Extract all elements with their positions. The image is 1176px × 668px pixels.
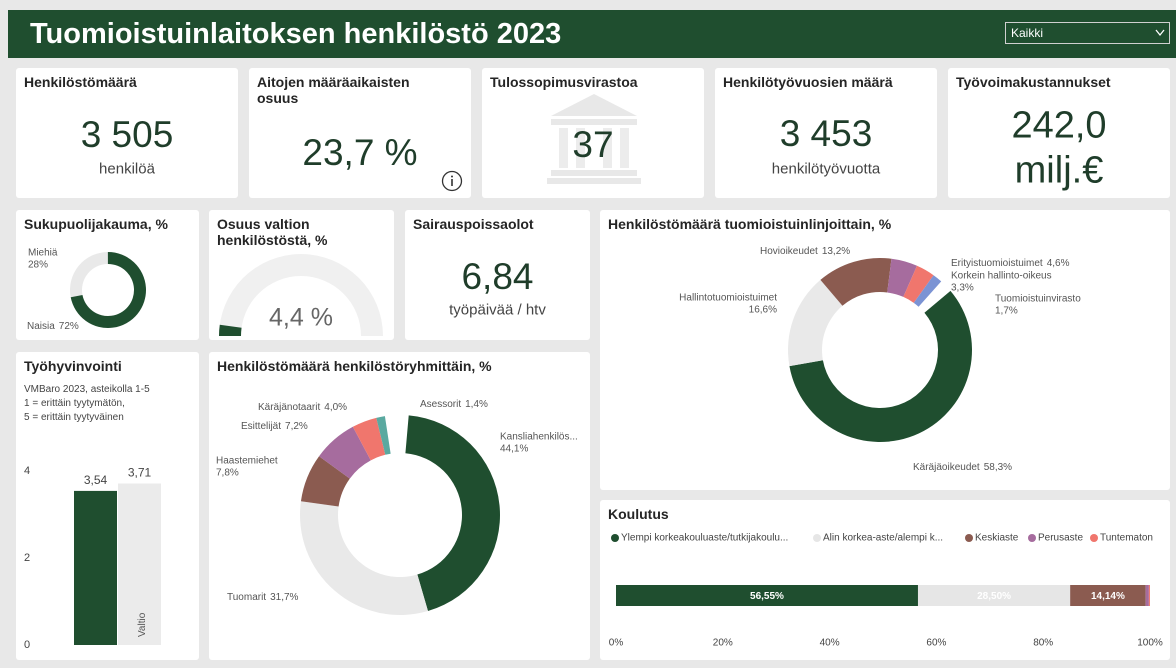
page-title: Tuomioistuinlaitoksen henkilöstö 2023 [30, 18, 562, 50]
card-title: Henkilöstömäärä [24, 74, 137, 90]
info-icon[interactable] [441, 170, 463, 192]
kpi-value: 6,84 [461, 256, 534, 297]
kpi-unit: työpäivää / htv [449, 301, 546, 319]
kpi-value: 3 453 [779, 113, 873, 154]
kpi-value: 242,0 [1011, 104, 1107, 147]
kpi-card: Henkilötyövuosien määrä 3 453 henkilötyö… [715, 68, 937, 198]
chart-card: Sukupuolijakauma, % [16, 210, 199, 340]
filter-dropdown[interactable]: Kaikki [1005, 22, 1170, 44]
kpi-card: Tulossopimusvirastoa 37 [482, 68, 704, 198]
card-title: Työhyvinvointi [24, 358, 122, 374]
kpi-card: Sairauspoissaolot 6,84 työpäivää / htv [405, 210, 590, 340]
kpi-unit: milj.€ [1014, 149, 1104, 192]
chart-card: Henkilöstömäärä tuomioistuinlinjoittain,… [600, 210, 1170, 490]
card-title: Henkilöstömäärä tuomioistuinlinjoittain,… [608, 216, 892, 232]
building-icon [547, 94, 641, 184]
card-title: Sukupuolijakauma, % [24, 216, 168, 232]
chart-card: Koulutus [600, 500, 1170, 660]
kpi-card: Aitojen määräaikaisten osuus 23,7 % [249, 68, 471, 198]
kpi-value: 23,7 % [302, 132, 418, 173]
card-title: Sairauspoissaolot [413, 216, 534, 232]
kpi-value: 3 505 [80, 114, 174, 155]
kpi-card: Henkilöstömäärä 3 505 henkilöä [16, 68, 238, 198]
card-title: Henkilötyövuosien määrä [723, 74, 893, 90]
chevron [1155, 29, 1165, 37]
filter-value: Kaikki [1011, 26, 1044, 40]
card-title: Henkilöstömäärä henkilöstöryhmittäin, % [217, 358, 492, 374]
kpi-unit: henkilötyövuotta [771, 160, 881, 178]
kpi-card: Työvoimakustannukset 242,0 milj.€ [948, 68, 1170, 198]
card-title: Aitojen määräaikaisten osuus [257, 74, 410, 106]
subtitle: VMBaro 2023, asteikolla 1-5 [24, 384, 150, 395]
kpi-value: 37 [572, 124, 614, 165]
kpi-unit: henkilöä [99, 160, 155, 178]
card-title: Tulossopimusvirastoa [490, 74, 638, 90]
card-title: Työvoimakustannukset [956, 74, 1111, 90]
chart-card: Henkilöstömäärä henkilöstöryhmittäin, % [209, 352, 590, 660]
subtitle: 1 = erittäin tyytymätön, [24, 398, 125, 409]
chart-card: Osuus valtion henkilöstöstä, % [209, 210, 394, 340]
subtitle: 5 = erittäin tyytyväinen [24, 412, 124, 423]
chart-card: Työhyvinvointi VMBaro 2023, asteikolla 1… [16, 352, 199, 660]
header: Tuomioistuinlaitoksen henkilöstö 2023 Ka… [8, 10, 1176, 58]
card-title: Osuus valtion henkilöstöstä, % [217, 216, 328, 248]
card-title: Koulutus [608, 506, 669, 522]
